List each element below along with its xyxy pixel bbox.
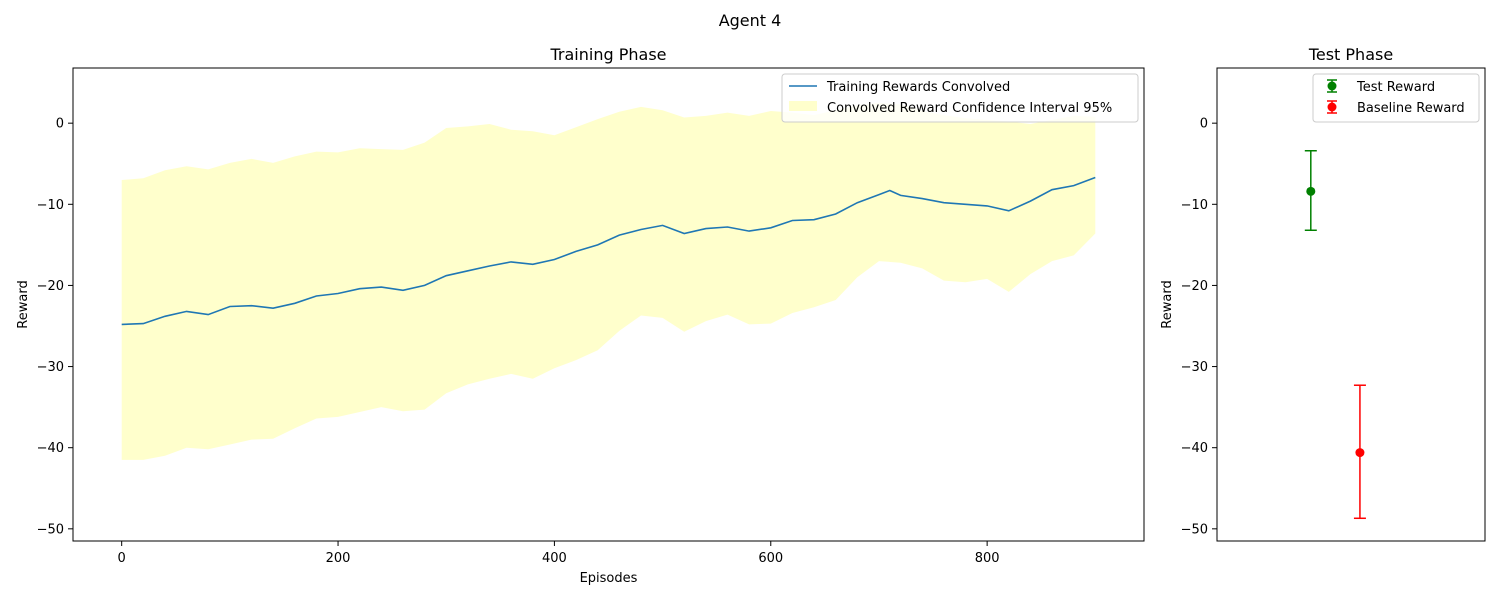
figure-title: Agent 4 [719,11,782,30]
training-phase-panel: Training Phase 0 200 400 600 800 0 −10 −20 −30 −… [16,45,1145,586]
training-legend-box [781,73,1139,123]
test-reward-point [1304,150,1317,232]
legend-baseline-reward-marker [1327,100,1337,114]
baseline-reward-marker [1355,448,1365,458]
confidence-interval-area [121,102,1096,460]
training-x-axis-label: Episodes [580,571,638,586]
training-legend: Training Rewards Convolved Convolved Rew… [781,73,1139,123]
y-tick-label: −10 [1181,198,1208,213]
y-tick-label: −40 [37,441,64,456]
y-tick-label: −30 [37,360,64,375]
x-tick-label: 600 [758,551,783,566]
y-tick-label: 0 [56,117,64,132]
test-y-ticks: 0 −10 −20 −30 −40 −50 [1181,117,1217,537]
test-phase-points [1304,150,1366,520]
legend-test-reward: Test Reward [1356,80,1435,95]
y-tick-label: −30 [1181,360,1208,375]
y-tick-label: −50 [37,522,64,537]
test-phase-title: Test Phase [1308,45,1393,64]
training-plot-frame [72,67,1145,542]
baseline-reward-point [1353,384,1366,520]
test-legend-box [1312,73,1480,123]
legend-confidence-interval: Convolved Reward Confidence Interval 95% [827,101,1112,116]
y-tick-label: −50 [1181,522,1208,537]
x-tick-label: 0 [118,551,126,566]
training-y-ticks: 0 −10 −20 −30 −40 −50 [37,117,73,537]
training-rewards-line [121,176,1096,326]
test-legend: Test Reward Baseline Reward [1312,73,1480,123]
x-tick-label: 800 [975,551,1000,566]
legend-training-rewards: Training Rewards Convolved [826,80,1010,95]
y-tick-label: 0 [1200,117,1208,132]
legend-baseline-reward: Baseline Reward [1357,101,1465,116]
legend-test-reward-marker [1327,79,1337,93]
test-plot-frame [1216,67,1486,542]
y-tick-label: −20 [1181,279,1208,294]
test-phase-panel: Test Phase 0 −10 −20 −30 −40 −50 Reward Test … [1160,45,1486,542]
test-y-axis-label: Reward [1160,280,1175,328]
test-reward-marker [1306,186,1316,196]
training-y-axis-label: Reward [16,280,31,328]
training-phase-title: Training Phase [550,45,667,64]
legend-area-swatch [789,101,817,111]
training-x-ticks: 0 200 400 600 800 [118,541,1000,566]
x-tick-label: 400 [542,551,567,566]
x-tick-label: 200 [326,551,351,566]
y-tick-label: −20 [37,279,64,294]
y-tick-label: −10 [37,198,64,213]
y-tick-label: −40 [1181,441,1208,456]
